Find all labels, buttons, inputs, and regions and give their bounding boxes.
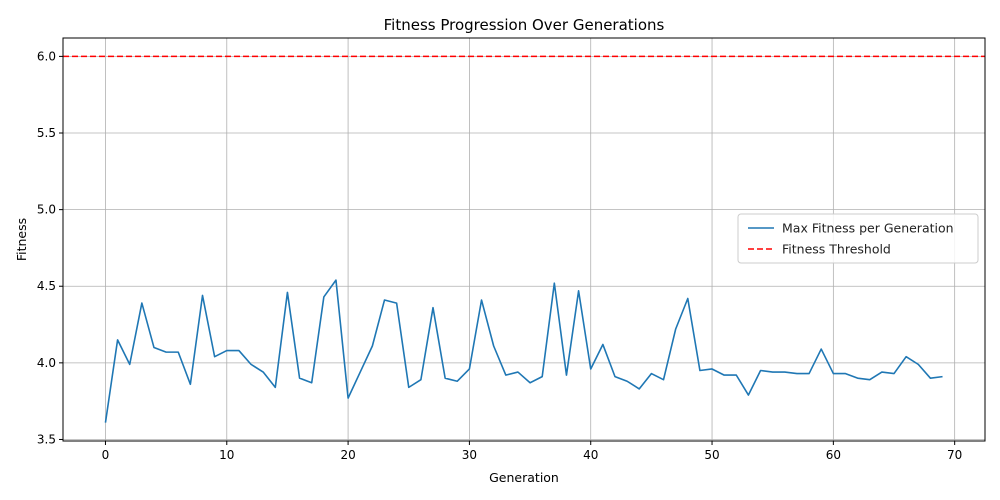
legend-label: Max Fitness per Generation (782, 221, 954, 236)
legend-label: Fitness Threshold (782, 242, 891, 257)
x-tick-label: 30 (462, 448, 477, 462)
y-axis-label: Fitness (14, 218, 29, 261)
legend: Max Fitness per Generation Fitness Thresh… (737, 213, 979, 264)
legend-box (737, 213, 979, 264)
x-tick-label: 60 (826, 448, 841, 462)
x-tick-label: 40 (583, 448, 598, 462)
x-tick-label: 70 (947, 448, 962, 462)
y-tick-label: 4.5 (37, 279, 56, 293)
y-tick-label: 4.0 (37, 356, 56, 370)
y-tick-label: 6.0 (37, 49, 56, 63)
y-tick-label: 5.0 (37, 203, 56, 217)
x-tick-label: 0 (102, 448, 110, 462)
plot-frame (62, 37, 986, 442)
x-tick-label: 50 (704, 448, 719, 462)
max-fitness-line (104, 279, 943, 423)
x-tick-label: 10 (219, 448, 234, 462)
y-tick-label: 3.5 (37, 432, 56, 446)
x-tick-label: 20 (340, 448, 355, 462)
series-layer (63, 55, 985, 423)
chart-title: Fitness Progression Over Generations (384, 16, 665, 34)
y-tick-label: 5.5 (37, 126, 56, 140)
x-axis-label: Generation (489, 470, 559, 485)
ticks: 0 10 20 30 40 50 60 70 3.5 4.0 4.5 5.0 5.5 6.0 (37, 49, 962, 462)
